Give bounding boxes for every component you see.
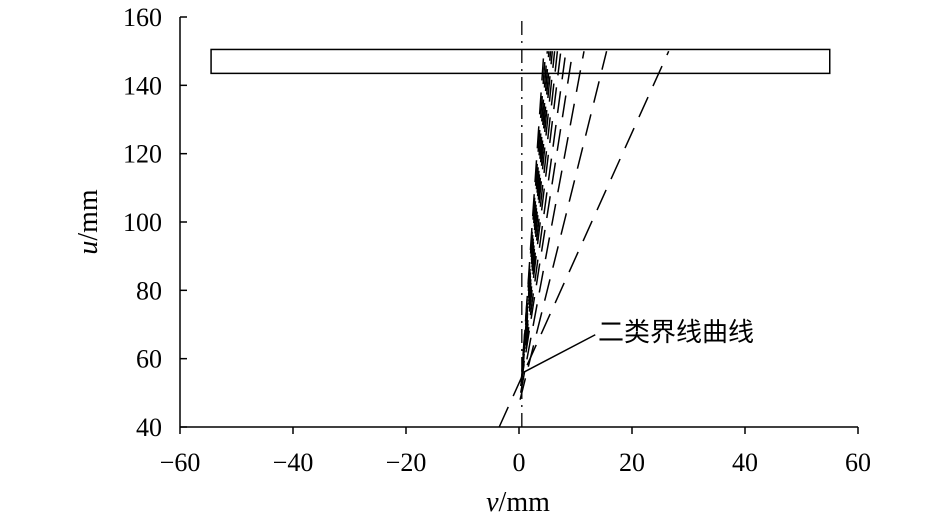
rectangle-outline	[210, 48, 831, 75]
y-tick-label: 140	[123, 71, 162, 100]
series-line-3	[519, 51, 585, 393]
axes	[179, 17, 858, 428]
ticks: −60 −40 −20 0 20 40 60 40 60 80 100 120 140 160	[123, 3, 871, 477]
y-tick-label: 80	[136, 276, 162, 305]
x-tick-label: 60	[845, 448, 871, 477]
series-line-4	[519, 51, 574, 387]
y-tick-label: 40	[136, 413, 162, 442]
series-line-7	[521, 51, 559, 376]
annotation-leader	[523, 334, 596, 373]
x-tick-label: −60	[160, 448, 201, 477]
series-line-5	[520, 51, 567, 383]
y-axis-title: u/mm	[73, 189, 104, 255]
x-axis-title: v/mm	[486, 487, 550, 518]
x-tick-label: 40	[732, 448, 758, 477]
series-line-14	[522, 51, 545, 352]
x-tick-label: −20	[386, 448, 427, 477]
x-tick-label: −40	[273, 448, 314, 477]
annotation-label: 二类界线曲线	[598, 318, 754, 348]
series-line-1	[498, 50, 670, 428]
series-line-2	[519, 51, 608, 400]
y-tick-label: 160	[123, 3, 162, 32]
y-tick-label: 60	[136, 345, 162, 374]
x-tick-label: 0	[513, 448, 526, 477]
plot-lines	[210, 17, 831, 428]
y-tick-label: 120	[123, 140, 162, 169]
x-tick-label: 20	[619, 448, 645, 477]
y-tick-label: 100	[123, 208, 162, 237]
